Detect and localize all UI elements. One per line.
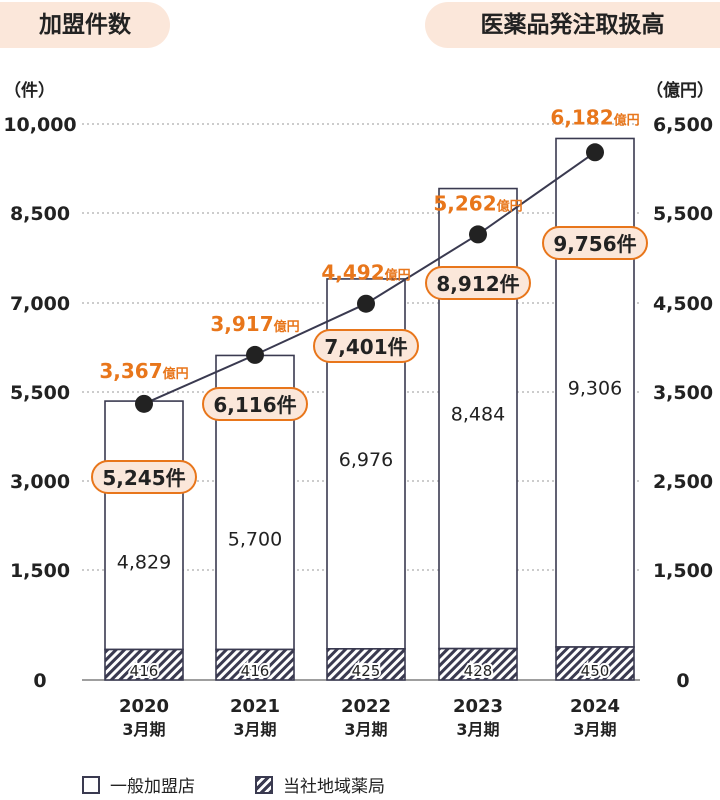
category-period-label: 3月期 <box>573 720 616 739</box>
sales-value-label: 3,367億円 <box>99 359 188 383</box>
left-tick-label: 7,000 <box>10 293 70 315</box>
bar-general-value-label: 6,976 <box>339 449 393 471</box>
sales-value-unit: 億円 <box>385 268 411 284</box>
category-year-label: 2023 <box>453 696 503 717</box>
total-callout <box>202 387 308 421</box>
legend-label-general: 一般加盟店 <box>110 777 195 797</box>
legend-label-own: 当社地域薬局 <box>283 777 385 797</box>
right-axis-unit: （億円） <box>646 81 714 101</box>
category-year-label: 2020 <box>119 696 169 717</box>
total-callout-label: 6,116件 <box>213 393 296 417</box>
left-axis-unit: （件） <box>4 81 55 101</box>
sales-value-label: 3,917億円 <box>210 312 299 336</box>
bar-general <box>104 400 184 651</box>
bar-general-value-label: 8,484 <box>451 404 505 426</box>
total-callout <box>425 266 531 300</box>
bar-own-value-label: 416 <box>241 662 270 680</box>
legend-item-general: 一般加盟店 <box>82 772 195 797</box>
sales-value-label: 6,182億円 <box>550 105 639 129</box>
bar-general-value-label: 9,306 <box>568 378 622 400</box>
total-callout-label: 7,401件 <box>324 335 407 359</box>
total-callout-label: 8,912件 <box>436 272 519 296</box>
sales-value-number: 4,492 <box>321 261 384 285</box>
bar-general-value-label: 5,700 <box>228 528 282 550</box>
left-tick-label: 10,000 <box>3 114 76 136</box>
sales-value-label: 4,492億円 <box>321 261 410 285</box>
right-axis-title: 医薬品発注取扱高 <box>425 2 720 48</box>
bar-own-value-label: 425 <box>352 662 381 680</box>
sales-value-number: 3,367 <box>99 359 162 383</box>
category-period-label: 3月期 <box>456 720 499 739</box>
right-tick-label: 2,500 <box>653 471 713 493</box>
total-callout <box>542 226 648 260</box>
sales-value-label: 5,262億円 <box>433 191 522 215</box>
right-tick-label: 1,500 <box>653 560 713 582</box>
right-tick-label: 5,500 <box>653 203 713 225</box>
left-tick-label: 0 <box>33 670 46 692</box>
sales-point <box>135 394 153 413</box>
total-callout <box>313 329 419 363</box>
right-tick-label: 3,500 <box>653 382 713 404</box>
right-tick-label: 0 <box>676 670 689 692</box>
left-axis-title: 加盟件数 <box>0 2 170 48</box>
sales-value-unit: 億円 <box>274 319 300 335</box>
bar-own <box>326 648 406 681</box>
left-tick-label: 1,500 <box>10 560 70 582</box>
bar-own-value-label: 428 <box>464 662 493 680</box>
right-tick-label: 6,500 <box>653 114 713 136</box>
left-tick-label: 8,500 <box>10 203 70 225</box>
bar-own <box>104 648 184 681</box>
sales-point <box>586 143 604 162</box>
bar-own <box>215 648 295 681</box>
sales-point <box>246 345 264 364</box>
right-tick-label: 4,500 <box>653 293 713 315</box>
left-tick-label: 5,500 <box>10 382 70 404</box>
bar-general <box>555 137 635 648</box>
total-callout-label: 5,245件 <box>102 466 185 490</box>
sales-point <box>469 225 487 244</box>
category-period-label: 3月期 <box>122 720 165 739</box>
bar-general-value-label: 4,829 <box>117 551 171 573</box>
bar-own-value-label: 450 <box>581 662 610 680</box>
legend-swatch-own <box>255 775 273 794</box>
category-year-label: 2021 <box>230 696 280 717</box>
total-callout <box>91 460 197 494</box>
legend-item-own: 当社地域薬局 <box>255 772 385 797</box>
sales-value-unit: 億円 <box>497 198 523 214</box>
bar-general <box>438 187 518 650</box>
sales-value-number: 5,262 <box>433 191 496 215</box>
bar-own <box>555 646 635 681</box>
bar-own <box>438 647 518 681</box>
total-callout-label: 9,756件 <box>553 232 636 256</box>
category-year-label: 2022 <box>341 696 391 717</box>
category-period-label: 3月期 <box>344 720 387 739</box>
category-period-label: 3月期 <box>233 720 276 739</box>
sales-point <box>357 294 375 313</box>
sales-value-unit: 億円 <box>614 112 640 128</box>
sales-value-number: 6,182 <box>550 105 613 129</box>
sales-value-number: 3,917 <box>210 312 273 336</box>
bar-own-value-label: 416 <box>130 662 159 680</box>
legend-swatch-general <box>82 775 100 794</box>
category-year-label: 2024 <box>570 696 620 717</box>
left-tick-label: 3,000 <box>10 471 70 493</box>
sales-value-unit: 億円 <box>163 366 189 382</box>
